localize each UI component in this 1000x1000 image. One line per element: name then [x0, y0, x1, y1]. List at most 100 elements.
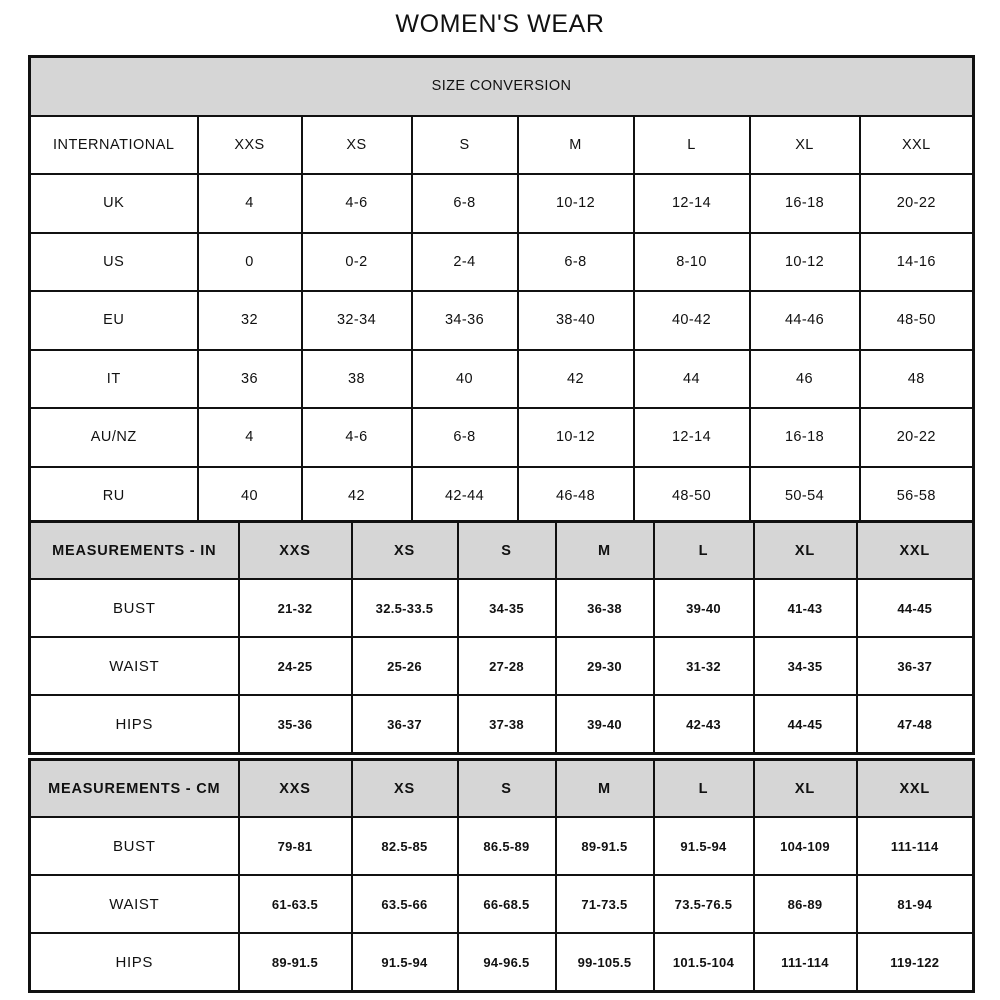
cell: 82.5-85 — [350, 816, 459, 876]
cell: 81-94 — [855, 874, 974, 934]
cell: 79-81 — [237, 816, 353, 876]
cell: 40 — [196, 465, 303, 526]
cell: 111-114 — [855, 816, 974, 876]
cell: 36 — [196, 348, 303, 409]
cell: 20-22 — [858, 173, 974, 234]
cell: 47-48 — [855, 694, 974, 754]
cell: 48-50 — [632, 465, 751, 526]
table-row: INTERNATIONAL XXS XS S M L XL XXL — [29, 114, 974, 175]
cell: 29-30 — [554, 636, 655, 696]
cell: 40-42 — [632, 290, 751, 351]
cell: 40 — [410, 348, 519, 409]
cell: 44-45 — [855, 578, 974, 638]
cell: XS — [300, 114, 413, 175]
cell: 39-40 — [554, 694, 655, 754]
cell: 32 — [196, 290, 303, 351]
cell: XXL — [858, 114, 974, 175]
cell: 8-10 — [632, 231, 751, 292]
cell: 44-45 — [752, 694, 858, 754]
measurements-inches-header-row: MEASUREMENTS - IN XXS XS S M L XL XXL — [29, 521, 974, 580]
cell: XXS — [196, 114, 303, 175]
col-header-m: M — [554, 759, 655, 818]
row-label-it: IT — [29, 348, 199, 409]
cell: M — [516, 114, 635, 175]
cell: 50-54 — [748, 465, 861, 526]
cell: 27-28 — [456, 636, 557, 696]
row-label-aunz: AU/NZ — [29, 407, 199, 468]
col-header-l: L — [652, 521, 755, 580]
col-header-xxs: XXS — [237, 521, 353, 580]
size-conversion-banner-row: SIZE CONVERSION — [29, 56, 974, 117]
col-header-xs: XS — [350, 759, 459, 818]
cell: 35-36 — [237, 694, 353, 754]
cell: 10-12 — [516, 173, 635, 234]
cell: S — [410, 114, 519, 175]
cell: 89-91.5 — [554, 816, 655, 876]
cell: 2-4 — [410, 231, 519, 292]
row-label-bust: BUST — [29, 578, 240, 638]
cell: 73.5-76.5 — [652, 874, 755, 934]
cell: 37-38 — [456, 694, 557, 754]
cell: 10-12 — [748, 231, 861, 292]
cell: 6-8 — [410, 173, 519, 234]
col-header-xl: XL — [752, 521, 858, 580]
cell: 42 — [516, 348, 635, 409]
cell: 46-48 — [516, 465, 635, 526]
cell: 91.5-94 — [350, 932, 459, 992]
cell: 56-58 — [858, 465, 974, 526]
cell: 4-6 — [300, 173, 413, 234]
cell: 41-43 — [752, 578, 858, 638]
cell: 86-89 — [752, 874, 858, 934]
cell: 48-50 — [858, 290, 974, 351]
cell: 111-114 — [752, 932, 858, 992]
cell: 20-22 — [858, 407, 974, 468]
col-header-xxl: XXL — [855, 759, 974, 818]
table-row: BUST 21-32 32.5-33.5 34-35 36-38 39-40 4… — [29, 578, 974, 638]
cell: 32.5-33.5 — [350, 578, 459, 638]
cell: 4 — [196, 407, 303, 468]
cell: 4-6 — [300, 407, 413, 468]
table-row: UK 4 4-6 6-8 10-12 12-14 16-18 20-22 — [29, 173, 974, 234]
cell: 61-63.5 — [237, 874, 353, 934]
col-header-xl: XL — [752, 759, 858, 818]
cell: L — [632, 114, 751, 175]
cell: 6-8 — [516, 231, 635, 292]
cell: 36-37 — [855, 636, 974, 696]
cell: 36-37 — [350, 694, 459, 754]
cell: 36-38 — [554, 578, 655, 638]
row-label-ru: RU — [29, 465, 199, 526]
cell: 4 — [196, 173, 303, 234]
measurements-inches-title: MEASUREMENTS - IN — [29, 521, 240, 580]
cell: 24-25 — [237, 636, 353, 696]
size-conversion-banner: SIZE CONVERSION — [29, 56, 974, 117]
row-label-hips: HIPS — [29, 694, 240, 754]
cell: 63.5-66 — [350, 874, 459, 934]
cell: 16-18 — [748, 407, 861, 468]
row-label-uk: UK — [29, 173, 199, 234]
cell: 6-8 — [410, 407, 519, 468]
cell: 0 — [196, 231, 303, 292]
cell: 25-26 — [350, 636, 459, 696]
table-row: EU 32 32-34 34-36 38-40 40-42 44-46 48-5… — [29, 290, 974, 351]
table-row: IT 36 38 40 42 44 46 48 — [29, 348, 974, 409]
cell: 71-73.5 — [554, 874, 655, 934]
table-row: WAIST 24-25 25-26 27-28 29-30 31-32 34-3… — [29, 636, 974, 696]
size-conversion-table: SIZE CONVERSION INTERNATIONAL XXS XS S M… — [28, 55, 975, 527]
cell: 14-16 — [858, 231, 974, 292]
cell: 91.5-94 — [652, 816, 755, 876]
cell: 42 — [300, 465, 413, 526]
page-title: WOMEN'S WEAR — [395, 10, 605, 38]
cell: 31-32 — [652, 636, 755, 696]
cell: 101.5-104 — [652, 932, 755, 992]
cell: XL — [748, 114, 861, 175]
table-row: BUST 79-81 82.5-85 86.5-89 89-91.5 91.5-… — [29, 816, 974, 876]
cell: 38-40 — [516, 290, 635, 351]
table-row: US 0 0-2 2-4 6-8 8-10 10-12 14-16 — [29, 231, 974, 292]
col-header-s: S — [456, 759, 557, 818]
table-row: WAIST 61-63.5 63.5-66 66-68.5 71-73.5 73… — [29, 874, 974, 934]
measurements-cm-table: MEASUREMENTS - CM XXS XS S M L XL XXL BU… — [28, 758, 975, 993]
cell: 39-40 — [652, 578, 755, 638]
cell: 46 — [748, 348, 861, 409]
measurements-inches-table: MEASUREMENTS - IN XXS XS S M L XL XXL BU… — [28, 520, 975, 755]
